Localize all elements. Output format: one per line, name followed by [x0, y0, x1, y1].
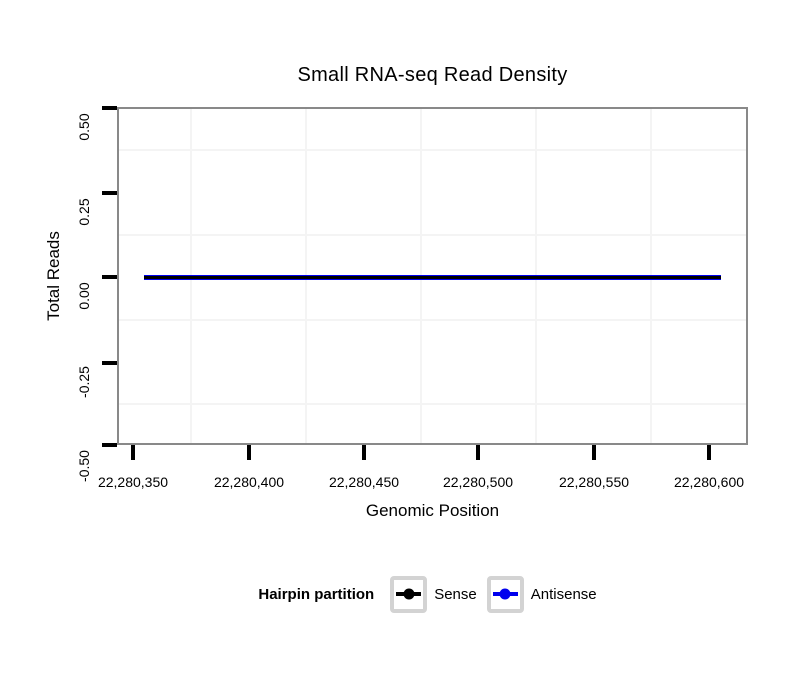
- legend: Hairpin partition Sense Antisense: [117, 574, 748, 614]
- y-tick-label: 0.00: [76, 282, 92, 310]
- gridline-horizontal: [119, 234, 746, 236]
- y-tick: [102, 191, 117, 195]
- y-tick: [102, 361, 117, 365]
- sense-dot-glyph: [403, 588, 415, 600]
- y-tick-label: -0.25: [76, 366, 92, 398]
- plot-panel: [117, 107, 748, 445]
- y-axis-title: Total Reads: [44, 231, 63, 321]
- y-tick: [102, 106, 117, 110]
- legend-label-antisense: Antisense: [530, 585, 597, 603]
- gridline-horizontal: [119, 319, 746, 321]
- legend-title: Hairpin partition: [258, 585, 375, 603]
- x-tick-label: 22,280,500: [442, 474, 514, 490]
- gridline-horizontal: [119, 403, 746, 405]
- x-tick-label: 22,280,550: [558, 474, 630, 490]
- y-tick: [102, 443, 117, 447]
- legend-label-sense: Sense: [434, 585, 477, 603]
- gridline-horizontal: [119, 149, 746, 151]
- x-tick-label: 22,280,600: [673, 474, 745, 490]
- sense-key-icon: [390, 575, 428, 613]
- y-tick-label: 0.50: [76, 113, 92, 141]
- antisense-key-icon: [486, 575, 524, 613]
- x-tick-label: 22,280,400: [213, 474, 285, 490]
- x-tick: [707, 445, 711, 460]
- y-tick-label: 0.25: [76, 198, 92, 226]
- legend-entry-antisense: Antisense: [486, 575, 597, 613]
- chart-title: Small RNA-seq Read Density: [297, 64, 568, 86]
- x-tick: [131, 445, 135, 460]
- y-tick: [102, 275, 117, 279]
- x-tick: [592, 445, 596, 460]
- sense-series-line: [144, 276, 721, 279]
- x-tick: [362, 445, 366, 460]
- y-tick-label: -0.50: [76, 450, 92, 482]
- legend-entry-sense: Sense: [390, 575, 477, 613]
- x-tick-label: 22,280,350: [97, 474, 169, 490]
- x-tick: [247, 445, 251, 460]
- x-tick-label: 22,280,450: [328, 474, 400, 490]
- antisense-dot-glyph: [499, 588, 511, 600]
- x-tick: [476, 445, 480, 460]
- x-axis-title: Genomic Position: [365, 501, 500, 520]
